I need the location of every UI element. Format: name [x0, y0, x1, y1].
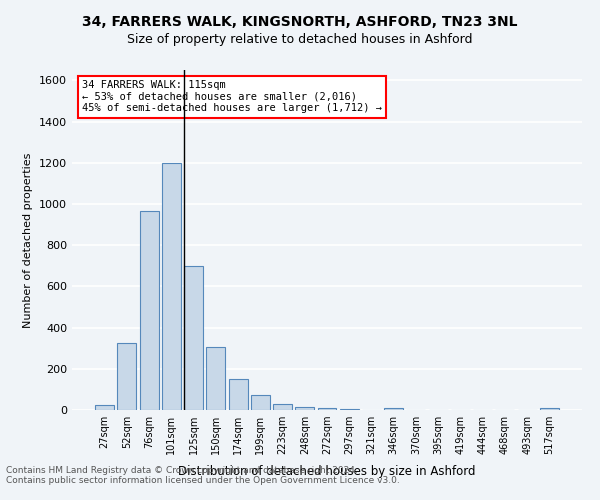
Text: Contains HM Land Registry data © Crown copyright and database right 2024.
Contai: Contains HM Land Registry data © Crown c… [6, 466, 400, 485]
Text: 34, FARRERS WALK, KINGSNORTH, ASHFORD, TN23 3NL: 34, FARRERS WALK, KINGSNORTH, ASHFORD, T… [82, 15, 518, 29]
Text: Size of property relative to detached houses in Ashford: Size of property relative to detached ho… [127, 32, 473, 46]
Bar [95, 405, 114, 410]
Bar [140, 211, 158, 410]
Bar [273, 404, 292, 410]
X-axis label: Distribution of detached houses by size in Ashford: Distribution of detached houses by size … [178, 466, 476, 478]
Bar [206, 347, 225, 410]
Bar [251, 394, 270, 410]
Bar [317, 408, 337, 410]
Y-axis label: Number of detached properties: Number of detached properties [23, 152, 34, 328]
Text: 34 FARRERS WALK: 115sqm
← 53% of detached houses are smaller (2,016)
45% of semi: 34 FARRERS WALK: 115sqm ← 53% of detache… [82, 80, 382, 114]
Bar [295, 407, 314, 410]
Bar [184, 266, 203, 410]
Bar [118, 343, 136, 410]
Bar [162, 162, 181, 410]
Bar [229, 379, 248, 410]
Bar [540, 408, 559, 410]
Bar [384, 408, 403, 410]
